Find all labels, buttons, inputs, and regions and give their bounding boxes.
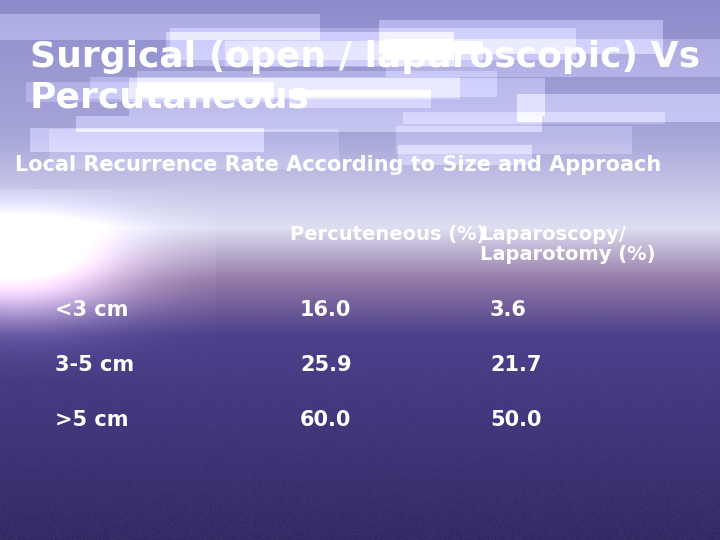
Text: Laparotomy (%): Laparotomy (%) [480, 245, 655, 264]
Text: 21.7: 21.7 [490, 355, 541, 375]
Text: 60.0: 60.0 [300, 410, 351, 430]
Text: Surgical (open / laparoscopic) Vs: Surgical (open / laparoscopic) Vs [30, 40, 700, 74]
Text: Percutaneous: Percutaneous [30, 80, 310, 114]
Text: Percuteneous (%): Percuteneous (%) [290, 225, 485, 244]
Text: <3 cm: <3 cm [55, 300, 128, 320]
Text: Laparoscopy/: Laparoscopy/ [480, 225, 626, 244]
Text: 3-5 cm: 3-5 cm [55, 355, 134, 375]
Text: 3.6: 3.6 [490, 300, 527, 320]
Text: >5 cm: >5 cm [55, 410, 128, 430]
Text: 25.9: 25.9 [300, 355, 351, 375]
Text: 16.0: 16.0 [300, 300, 351, 320]
Text: Local Recurrence Rate According to Size and Approach: Local Recurrence Rate According to Size … [15, 155, 661, 175]
Text: 50.0: 50.0 [490, 410, 541, 430]
